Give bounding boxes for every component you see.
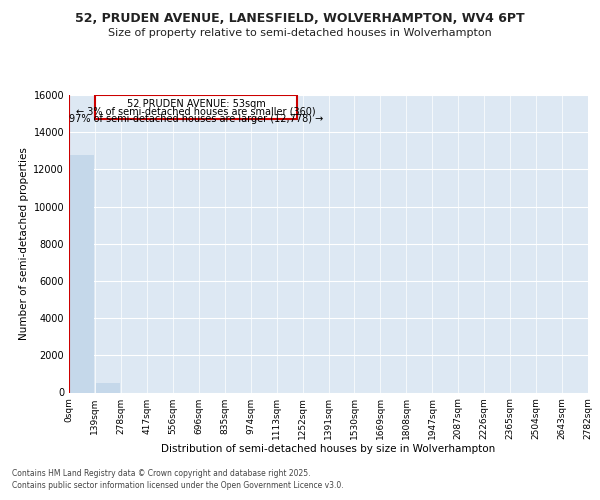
Text: Contains public sector information licensed under the Open Government Licence v3: Contains public sector information licen… (12, 481, 344, 490)
Bar (96, 383, 119, 392)
Text: ← 3% of semi-detached houses are smaller (360): ← 3% of semi-detached houses are smaller… (76, 106, 316, 117)
Y-axis label: Number of semi-detached properties: Number of semi-detached properties (19, 148, 29, 340)
Text: Contains HM Land Registry data © Crown copyright and database right 2025.: Contains HM Land Registry data © Crown c… (12, 468, 311, 477)
FancyBboxPatch shape (95, 95, 298, 119)
Text: 52, PRUDEN AVENUE, LANESFIELD, WOLVERHAMPTON, WV4 6PT: 52, PRUDEN AVENUE, LANESFIELD, WOLVERHAM… (75, 12, 525, 26)
Bar (70, 155, 94, 392)
Text: 97% of semi-detached houses are larger (12,778) →: 97% of semi-detached houses are larger (… (69, 114, 323, 124)
Text: 52 PRUDEN AVENUE: 53sqm: 52 PRUDEN AVENUE: 53sqm (127, 100, 266, 110)
X-axis label: Distribution of semi-detached houses by size in Wolverhampton: Distribution of semi-detached houses by … (161, 444, 496, 454)
Text: Size of property relative to semi-detached houses in Wolverhampton: Size of property relative to semi-detach… (108, 28, 492, 38)
